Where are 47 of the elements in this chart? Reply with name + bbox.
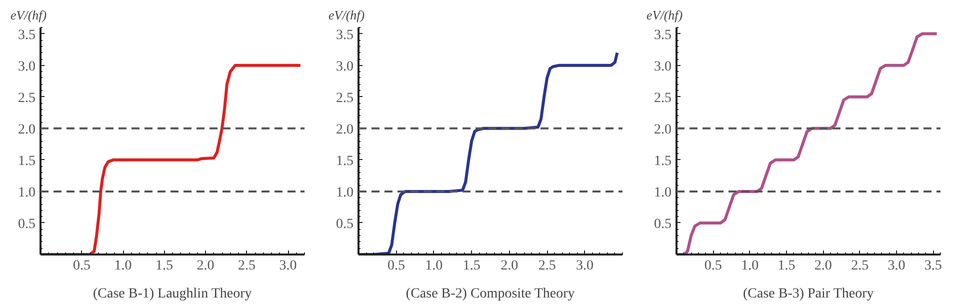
x-tick-label: 3.5: [924, 258, 942, 274]
x-tick-label: 1.5: [778, 258, 796, 274]
x-tick-label: 2.5: [851, 258, 869, 274]
y-tick-label: 1.0: [336, 185, 354, 200]
y-tick-label: 1.0: [654, 185, 672, 200]
y-tick-label: 3.5: [654, 28, 672, 43]
y-tick-label: 1.0: [18, 185, 36, 200]
x-tick-label: 3.0: [576, 258, 594, 274]
y-tick-label: 1.5: [336, 154, 354, 169]
x-tick-label: 1.5: [462, 258, 480, 274]
x-tick-label: 1.5: [156, 258, 173, 274]
y-axis-title: eV/(hf): [646, 8, 683, 22]
y-tick-label: 2.5: [336, 90, 354, 106]
y-tick-label: 2.0: [654, 122, 672, 138]
y-tick-label: 1.5: [654, 154, 672, 169]
x-tick-label: 2.5: [238, 258, 256, 274]
y-tick-label: 3.5: [336, 28, 354, 43]
y-tick-label: 2.0: [336, 122, 354, 138]
y-tick-label: 2.5: [18, 90, 36, 106]
x-tick-label: 1.0: [114, 258, 132, 274]
y-tick-label: 0.5: [18, 216, 36, 232]
x-tick-label: 3.0: [888, 258, 906, 274]
x-axis-title: (Case B-1) Laughlin Theory: [92, 286, 252, 302]
x-axis-title: (Case B-2) Composite Theory: [406, 286, 575, 302]
x-tick-label: 2.0: [196, 258, 214, 274]
x-tick-label: 2.5: [538, 258, 556, 274]
x-axis-title: (Case B-3) Pair Theory: [742, 286, 874, 302]
y-tick-label: 3.0: [336, 59, 354, 74]
y-tick-label: 2.0: [18, 122, 36, 138]
x-tick-label: 1.0: [741, 258, 759, 274]
x-tick-label: 0.5: [387, 258, 405, 274]
x-tick-label: 2.0: [500, 258, 518, 274]
x-tick-label: 0.5: [73, 258, 90, 274]
x-tick-label: 2.0: [814, 258, 832, 274]
y-tick-label: 0.5: [336, 216, 354, 232]
y-tick-label: 2.5: [654, 90, 672, 106]
y-axis-title: eV/(hf): [328, 8, 365, 22]
y-tick-label: 3.0: [654, 59, 672, 74]
y-tick-label: 3.0: [18, 59, 36, 74]
y-tick-label: 3.5: [18, 28, 36, 43]
y-tick-label: 0.5: [654, 216, 672, 232]
y-tick-label: 1.5: [18, 154, 36, 169]
y-axis-title: eV/(hf): [10, 8, 47, 22]
x-tick-label: 0.5: [704, 258, 722, 274]
line-series: [40, 64, 302, 254]
x-tick-label: 3.0: [279, 258, 297, 274]
x-tick-label: 1.0: [425, 258, 443, 274]
